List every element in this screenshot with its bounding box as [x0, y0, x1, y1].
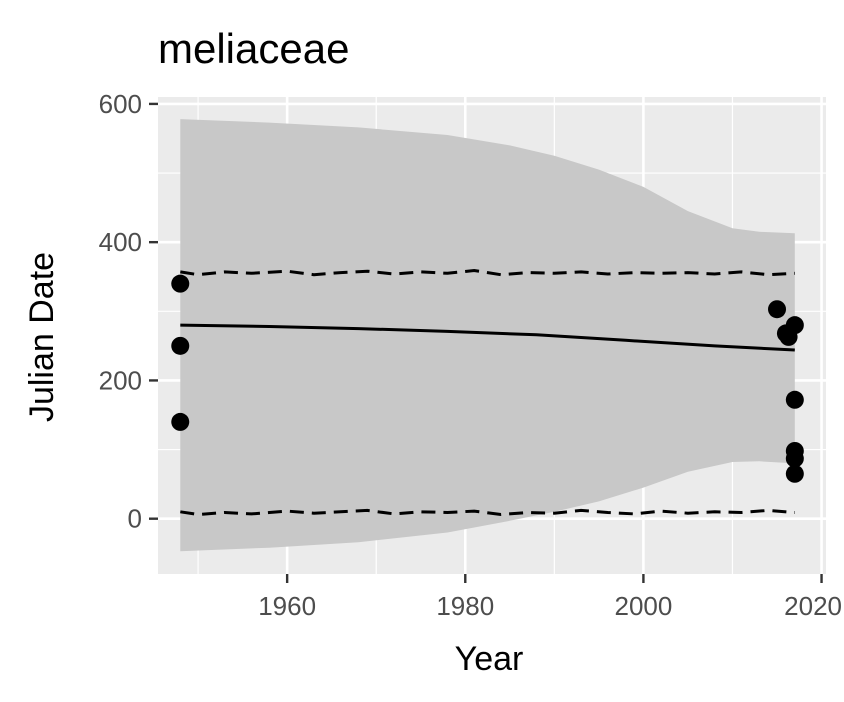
x-tick-label: 2020	[784, 591, 842, 621]
x-axis-title: Year	[455, 640, 524, 678]
data-point	[171, 412, 190, 431]
data-point	[171, 274, 190, 293]
y-tick-label: 0	[128, 504, 142, 534]
y-tick-label: 200	[99, 365, 142, 395]
data-point	[171, 336, 190, 355]
data-point	[785, 390, 804, 409]
y-tick-label: 600	[99, 89, 142, 119]
x-axis: 1960 1980 2000 2020	[258, 574, 842, 621]
data-point	[785, 449, 804, 468]
y-tick-label: 400	[99, 227, 142, 257]
confidence-ribbon	[180, 119, 795, 552]
x-tick-label: 1980	[436, 591, 494, 621]
upper-dashed-line	[180, 268, 795, 277]
x-tick-label: 1960	[258, 591, 316, 621]
data-point	[768, 300, 787, 319]
fitted-line	[180, 323, 795, 352]
chart-title: meliaceae	[158, 25, 349, 72]
lower-dashed-line	[180, 508, 795, 517]
data-points	[171, 274, 804, 483]
x-tick-label: 2000	[614, 591, 672, 621]
data-point	[785, 464, 804, 483]
y-axis-title: Julian Date	[23, 252, 61, 422]
y-axis: 0 200 400 600	[99, 89, 158, 534]
data-point	[785, 316, 804, 335]
